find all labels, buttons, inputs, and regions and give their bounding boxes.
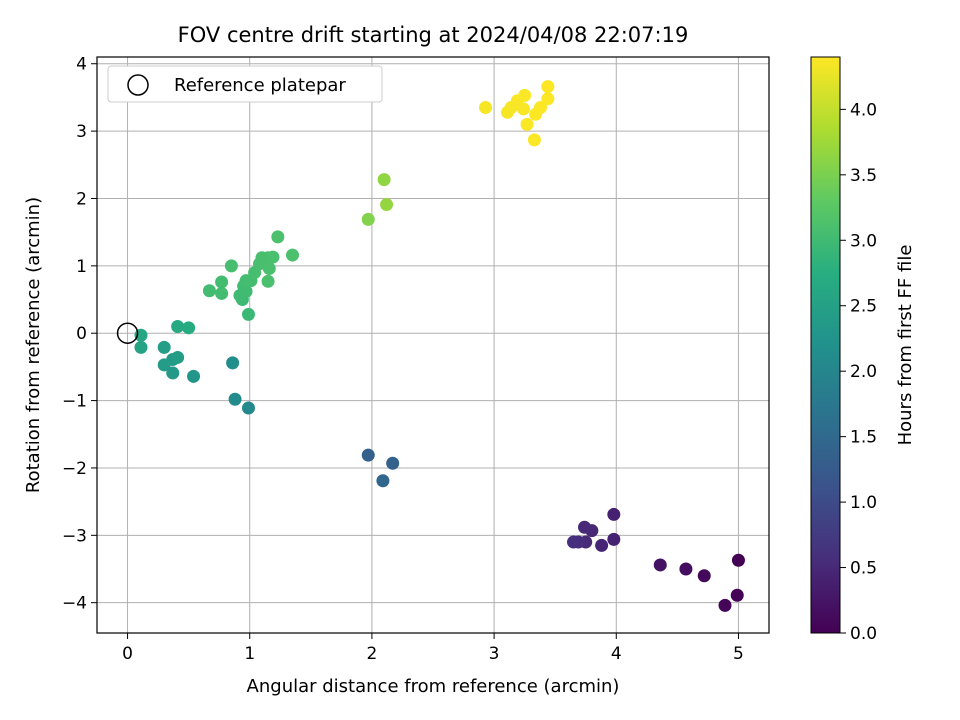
data-point bbox=[518, 88, 532, 102]
data-point bbox=[527, 133, 541, 147]
legend-box bbox=[107, 65, 383, 103]
data-point bbox=[157, 340, 171, 354]
colorbar-tick-label: 1.5 bbox=[850, 428, 877, 448]
data-point bbox=[134, 328, 148, 342]
data-point bbox=[224, 259, 238, 273]
data-point bbox=[242, 401, 256, 415]
data-point bbox=[697, 569, 711, 583]
data-point bbox=[261, 274, 275, 288]
data-point bbox=[730, 588, 744, 602]
data-point bbox=[516, 102, 530, 116]
reference-marker bbox=[116, 322, 139, 344]
data-point bbox=[718, 598, 732, 612]
y-tick-label: 2 bbox=[76, 189, 87, 209]
data-point bbox=[541, 80, 555, 94]
data-point bbox=[134, 340, 148, 354]
data-point bbox=[157, 358, 171, 372]
y-tick-label: −3 bbox=[62, 526, 87, 546]
colorbar-tick-label: 2.5 bbox=[850, 297, 877, 317]
colorbar-label: Hours from first FF file bbox=[895, 245, 916, 446]
data-point bbox=[534, 101, 548, 115]
data-point bbox=[380, 198, 394, 212]
colorbar-tick-label: 0.5 bbox=[850, 559, 877, 579]
data-point bbox=[182, 321, 196, 335]
colorbar-tick-label: 3.0 bbox=[850, 231, 877, 251]
legend: Reference platepar bbox=[107, 65, 383, 103]
y-axis-ticks: −4 −3 −2 −1 0 1 2 3 4 bbox=[62, 55, 97, 614]
x-tick-label: 2 bbox=[366, 644, 377, 664]
colorbar-ticks: 0.0 0.5 1.0 1.5 2.0 2.5 3.0 3.5 4.0 bbox=[840, 100, 877, 644]
legend-reference-marker bbox=[127, 74, 149, 96]
data-point bbox=[361, 448, 375, 462]
y-tick-label: 1 bbox=[76, 257, 87, 277]
data-point bbox=[731, 553, 745, 567]
data-point bbox=[361, 212, 375, 226]
data-point bbox=[607, 507, 621, 521]
x-tick-label: 5 bbox=[733, 644, 744, 664]
data-point bbox=[171, 350, 185, 364]
data-point bbox=[271, 230, 285, 244]
x-axis-ticks: 0 1 2 3 4 5 bbox=[122, 633, 744, 664]
data-point bbox=[202, 284, 216, 298]
data-point bbox=[679, 562, 693, 576]
scatter-points bbox=[116, 80, 745, 612]
data-point bbox=[578, 520, 592, 534]
data-point bbox=[479, 101, 493, 115]
x-tick-label: 0 bbox=[122, 644, 133, 664]
data-point bbox=[215, 286, 229, 300]
plot-frame bbox=[96, 56, 770, 634]
y-tick-label: 0 bbox=[76, 324, 87, 344]
data-point bbox=[653, 558, 667, 572]
data-point bbox=[228, 392, 242, 406]
colorbar-tick-label: 4.0 bbox=[850, 100, 877, 120]
data-point bbox=[386, 456, 400, 470]
data-point bbox=[171, 319, 185, 333]
data-point bbox=[215, 275, 229, 289]
x-axis-label: Angular distance from reference (arcmin) bbox=[247, 676, 620, 697]
y-tick-label: −4 bbox=[62, 594, 87, 614]
colorbar-tick-label: 2.0 bbox=[850, 362, 877, 382]
data-point bbox=[567, 535, 581, 549]
data-point bbox=[541, 92, 555, 106]
x-tick-label: 4 bbox=[611, 644, 622, 664]
data-point bbox=[226, 356, 240, 370]
data-point bbox=[262, 262, 276, 276]
y-tick-label: −2 bbox=[62, 459, 87, 479]
data-point bbox=[520, 117, 534, 131]
colorbar-tick-label: 1.0 bbox=[850, 493, 877, 513]
grid bbox=[97, 57, 769, 633]
x-tick-label: 3 bbox=[489, 644, 500, 664]
y-tick-label: 4 bbox=[76, 55, 87, 75]
data-point bbox=[266, 250, 280, 264]
y-axis-label: Rotation from reference (arcmin) bbox=[23, 197, 44, 493]
data-point bbox=[285, 248, 299, 262]
legend-label: Reference platepar bbox=[174, 75, 346, 96]
colorbar-tick-label: 3.5 bbox=[850, 166, 877, 186]
chart-title: FOV centre drift starting at 2024/04/08 … bbox=[178, 23, 689, 47]
data-point bbox=[376, 474, 390, 488]
data-point bbox=[242, 307, 256, 321]
data-point bbox=[595, 538, 609, 552]
data-point bbox=[607, 532, 621, 546]
data-point bbox=[187, 369, 201, 383]
colorbar: 0.0 0.5 1.0 1.5 2.0 2.5 3.0 3.5 4.0 Hours from f… bbox=[810, 56, 916, 644]
data-point bbox=[377, 173, 391, 187]
colorbar-frame bbox=[810, 56, 841, 634]
data-point bbox=[166, 366, 180, 380]
colorbar-tick-label: 0.0 bbox=[850, 624, 877, 644]
y-tick-label: 3 bbox=[76, 122, 87, 142]
colorbar-gradient bbox=[811, 57, 840, 633]
x-tick-label: 1 bbox=[244, 644, 255, 664]
y-tick-label: −1 bbox=[62, 392, 87, 412]
